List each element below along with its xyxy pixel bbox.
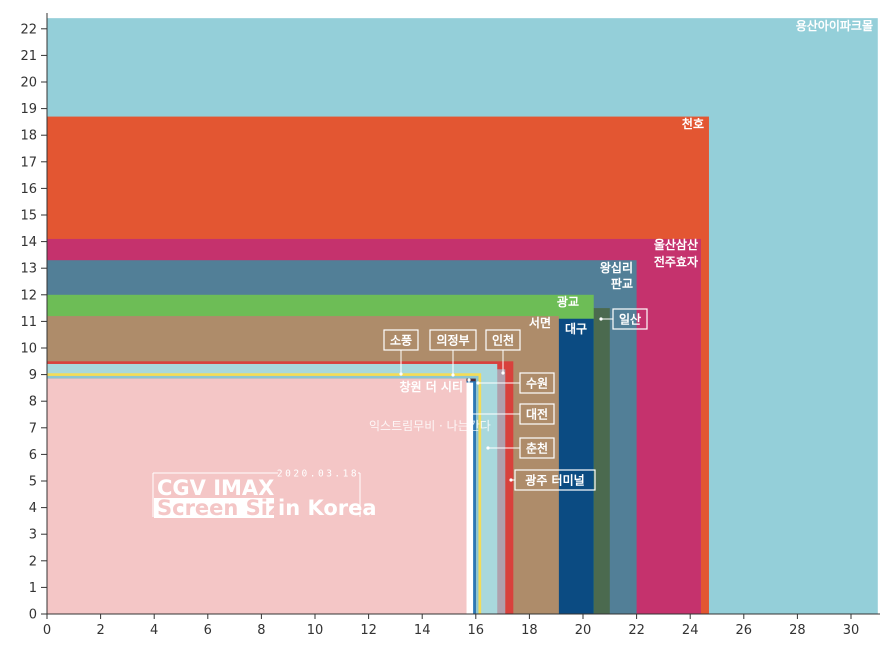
x-tick-label: 18: [521, 623, 538, 638]
screen-rectangles: [47, 18, 878, 615]
y-tick-label: 15: [20, 209, 37, 224]
leader-dot-gwangju: [509, 478, 513, 482]
x-tick-label: 26: [736, 623, 753, 638]
x-tick-label: 4: [150, 623, 158, 638]
x-tick-label: 30: [843, 623, 860, 638]
label-seomyeon: 서면: [529, 315, 551, 330]
y-tick-label: 10: [20, 342, 37, 357]
y-tick-label: 14: [20, 235, 37, 250]
leader-dot-sopoong: [399, 372, 403, 376]
y-tick-label: 12: [20, 288, 37, 303]
label-wangsimni: 왕십리: [600, 260, 633, 275]
y-tick-label: 6: [29, 448, 37, 463]
chart-title-boxed: Screen Size: [157, 496, 294, 520]
y-tick-label: 11: [20, 315, 37, 330]
label-ilsan: 일산: [619, 312, 641, 327]
label-cheonho: 천호: [682, 116, 704, 131]
y-tick-label: 16: [20, 182, 37, 197]
label-daejeon: 대전: [526, 407, 548, 422]
axes: 0 2 4 6 8 10 12 14 16 18 20 22 24 26 28 300123456789101…: [20, 13, 880, 638]
x-tick-label: 16: [468, 623, 485, 638]
label-chuncheon: 춘천: [526, 441, 548, 456]
y-tick-label: 9: [29, 368, 37, 383]
x-tick-label: 10: [307, 623, 324, 638]
screen-rect-17: [47, 378, 467, 614]
y-tick-label: 5: [29, 475, 37, 490]
x-tick-label: 28: [789, 623, 806, 638]
label-incheon: 인천: [492, 333, 514, 348]
leader-dot-suwon: [476, 381, 480, 385]
label-gwangju: 광주 터미널: [525, 473, 584, 488]
y-tick-label: 0: [29, 608, 37, 623]
y-tick-label: 13: [20, 262, 37, 277]
label-suwon: 수원: [526, 377, 548, 391]
label-daegu: 대구: [565, 322, 587, 336]
y-tick-label: 21: [20, 49, 37, 64]
chart-title-rest: in Korea: [278, 496, 377, 520]
x-tick-label: 2: [96, 623, 104, 638]
y-tick-label: 4: [29, 501, 37, 516]
leader-dot-ilsan: [599, 317, 603, 321]
y-tick-label: 19: [20, 102, 37, 117]
x-tick-label: 8: [257, 623, 265, 638]
x-tick-label: 0: [43, 623, 51, 638]
y-tick-label: 2: [29, 554, 37, 569]
label-yongsan: 용산아이파크몰: [796, 18, 873, 33]
chart-title-line1: CGV IMAX: [157, 476, 274, 500]
label-ulsan: 울산삼산: [654, 237, 698, 252]
label-pangyo: 판교: [611, 276, 633, 291]
x-tick-label: 22: [628, 623, 645, 638]
x-tick-label: 20: [575, 623, 592, 638]
label-sopoong: 소풍: [390, 334, 412, 348]
x-tick-label: 6: [204, 623, 212, 638]
y-tick-label: 3: [29, 528, 37, 543]
label-uijeongbu: 의정부: [436, 333, 469, 348]
chart-date: 2020.03.18: [277, 469, 359, 480]
y-tick-label: 20: [20, 76, 37, 91]
y-tick-label: 8: [29, 395, 37, 410]
label-gwanggyo: 광교: [557, 294, 579, 309]
label-changwon: 창원 더 시티: [399, 379, 463, 394]
label-extrememovie: 익스트림무비 · 나는간다: [369, 419, 491, 433]
y-tick-label: 22: [20, 22, 37, 37]
x-tick-label: 24: [682, 623, 699, 638]
leader-dot-incheon: [501, 371, 505, 375]
x-tick-label: 12: [360, 623, 377, 638]
leader-dot-uijeongbu: [451, 373, 455, 377]
title-highlight-box: [154, 498, 274, 518]
leader-dot-chuncheon: [486, 446, 490, 450]
y-tick-label: 7: [29, 421, 37, 436]
leader-dot-daejeon: [468, 412, 472, 416]
y-tick-label: 18: [20, 129, 37, 144]
y-tick-label: 17: [20, 155, 37, 170]
y-tick-label: 1: [29, 581, 37, 596]
label-jeonju: 전주효자: [654, 254, 698, 269]
x-tick-label: 14: [414, 623, 431, 638]
